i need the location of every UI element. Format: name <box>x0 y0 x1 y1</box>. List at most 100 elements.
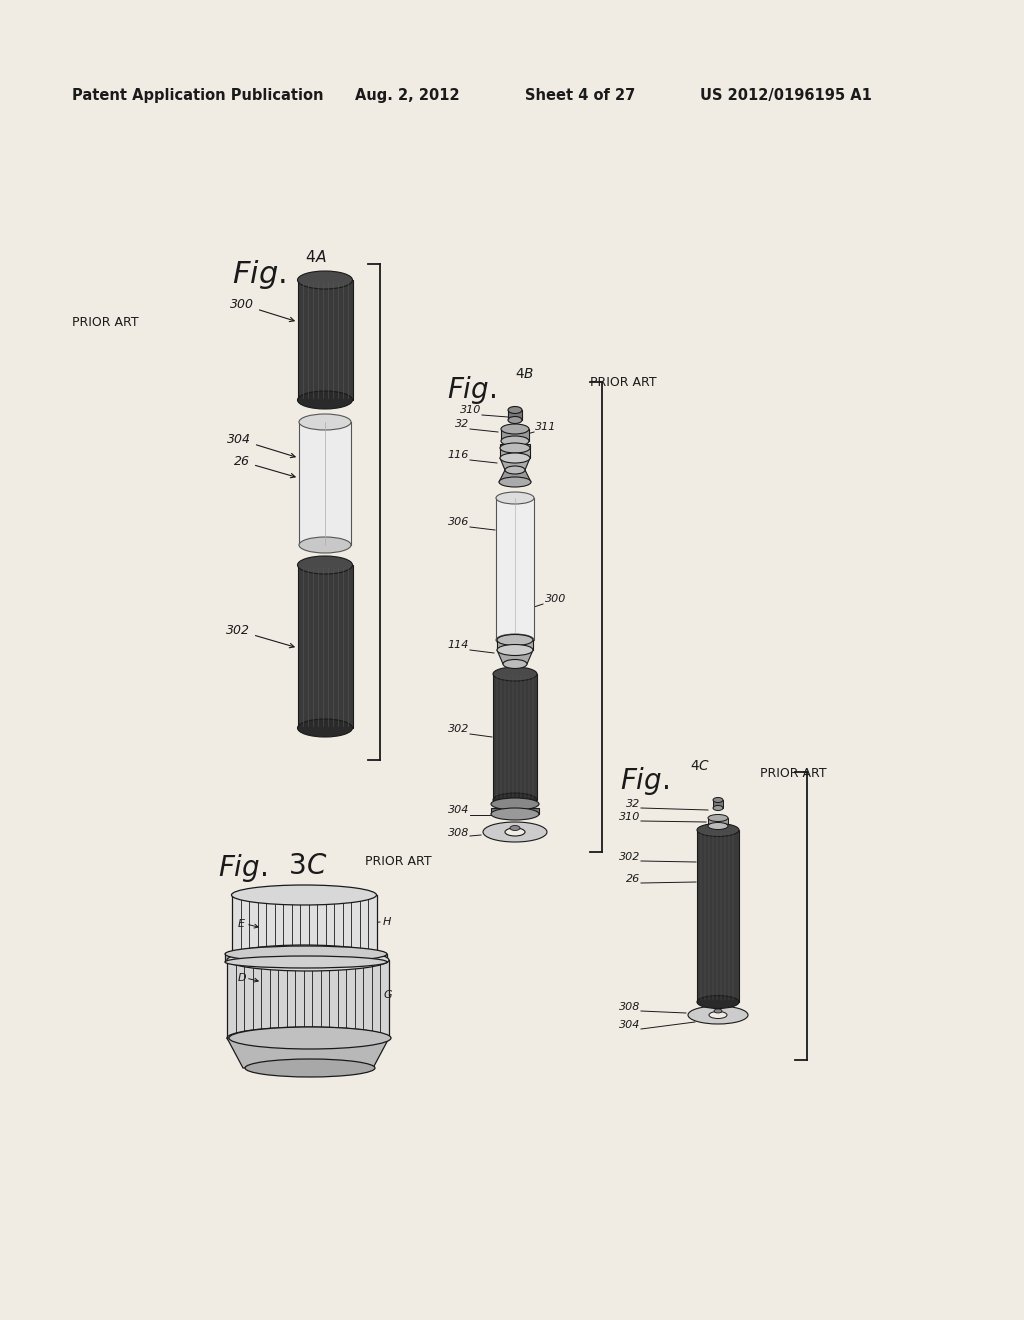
Text: E: E <box>238 919 245 929</box>
Text: PRIOR ART: PRIOR ART <box>760 767 826 780</box>
Ellipse shape <box>508 407 522 413</box>
Ellipse shape <box>298 391 352 409</box>
Text: 300: 300 <box>230 298 294 322</box>
Text: 311: 311 <box>535 422 556 432</box>
Text: 116: 116 <box>447 450 469 459</box>
Bar <box>299 422 351 545</box>
Bar <box>697 830 739 1002</box>
Text: PRIOR ART: PRIOR ART <box>590 376 656 389</box>
Ellipse shape <box>298 719 352 737</box>
Ellipse shape <box>231 884 377 906</box>
Text: H: H <box>383 917 391 927</box>
Text: $^{4B}$: $^{4B}$ <box>515 368 535 387</box>
Ellipse shape <box>503 660 527 668</box>
Bar <box>508 411 522 420</box>
Bar <box>496 498 534 640</box>
Ellipse shape <box>501 436 529 446</box>
Text: 304: 304 <box>618 1020 640 1030</box>
Bar <box>493 675 537 800</box>
Text: 302: 302 <box>447 723 469 734</box>
Bar <box>708 818 728 826</box>
Ellipse shape <box>299 414 351 430</box>
Ellipse shape <box>709 1011 727 1019</box>
Ellipse shape <box>697 824 739 837</box>
Bar <box>225 954 387 962</box>
Ellipse shape <box>510 825 520 830</box>
Ellipse shape <box>499 477 531 487</box>
Text: 302: 302 <box>618 851 640 862</box>
Text: 300: 300 <box>545 594 566 605</box>
Bar <box>501 429 529 441</box>
Polygon shape <box>499 470 531 482</box>
Ellipse shape <box>688 1006 748 1024</box>
Bar <box>490 808 539 814</box>
Text: 306: 306 <box>447 517 469 527</box>
Text: PRIOR ART: PRIOR ART <box>72 315 138 329</box>
Text: C: C <box>243 894 251 903</box>
Ellipse shape <box>713 805 723 810</box>
Bar <box>497 640 534 649</box>
Ellipse shape <box>231 945 377 965</box>
Text: 302: 302 <box>226 624 294 648</box>
Ellipse shape <box>490 799 539 810</box>
Text: 310: 310 <box>460 405 481 414</box>
Bar <box>232 895 377 954</box>
Text: $^{4C}$: $^{4C}$ <box>690 760 711 779</box>
Text: G: G <box>383 990 391 1001</box>
Ellipse shape <box>225 946 387 962</box>
Ellipse shape <box>299 537 351 553</box>
Ellipse shape <box>714 1008 722 1012</box>
Ellipse shape <box>227 949 389 972</box>
Text: 304: 304 <box>227 433 295 458</box>
Text: Aug. 2, 2012: Aug. 2, 2012 <box>355 88 460 103</box>
Polygon shape <box>497 649 534 664</box>
Ellipse shape <box>708 814 728 821</box>
Polygon shape <box>500 458 530 470</box>
Text: $\it{Fig.}$: $\it{Fig.}$ <box>232 257 286 290</box>
Ellipse shape <box>497 635 534 645</box>
Text: 310: 310 <box>618 812 640 822</box>
Ellipse shape <box>697 995 739 1008</box>
Text: 308: 308 <box>618 1002 640 1012</box>
Ellipse shape <box>713 797 723 803</box>
Ellipse shape <box>225 956 387 968</box>
Ellipse shape <box>508 417 522 424</box>
Ellipse shape <box>298 556 352 574</box>
Ellipse shape <box>500 453 530 463</box>
Ellipse shape <box>496 634 534 645</box>
Ellipse shape <box>490 808 539 820</box>
Text: 304: 304 <box>447 805 469 814</box>
Text: B: B <box>238 953 246 964</box>
Ellipse shape <box>229 1027 391 1049</box>
Ellipse shape <box>493 793 537 807</box>
Text: Sheet 4 of 27: Sheet 4 of 27 <box>525 88 635 103</box>
Ellipse shape <box>708 822 728 829</box>
Text: $3\it{C}$: $3\it{C}$ <box>280 851 328 880</box>
Ellipse shape <box>493 667 537 681</box>
Bar <box>298 565 353 729</box>
Bar <box>500 444 530 458</box>
Text: D: D <box>238 973 247 983</box>
Text: PRIOR ART: PRIOR ART <box>365 855 432 869</box>
Bar <box>227 960 389 1038</box>
Ellipse shape <box>227 1027 389 1049</box>
Text: 114: 114 <box>447 640 469 649</box>
Polygon shape <box>227 1038 389 1068</box>
Text: A: A <box>248 1057 256 1067</box>
Ellipse shape <box>298 271 352 289</box>
Text: 32: 32 <box>626 799 640 809</box>
Bar <box>298 280 353 400</box>
Bar <box>713 800 723 808</box>
Ellipse shape <box>483 822 547 842</box>
Ellipse shape <box>505 828 525 836</box>
Ellipse shape <box>245 1059 375 1077</box>
Ellipse shape <box>497 644 534 656</box>
Text: 26: 26 <box>234 455 295 478</box>
Text: $\it{Fig.}$: $\it{Fig.}$ <box>218 851 267 884</box>
Text: Patent Application Publication: Patent Application Publication <box>72 88 324 103</box>
Ellipse shape <box>500 444 530 453</box>
Ellipse shape <box>496 492 534 504</box>
Text: 308: 308 <box>447 828 469 838</box>
Text: US 2012/0196195 A1: US 2012/0196195 A1 <box>700 88 871 103</box>
Text: 26: 26 <box>626 874 640 884</box>
